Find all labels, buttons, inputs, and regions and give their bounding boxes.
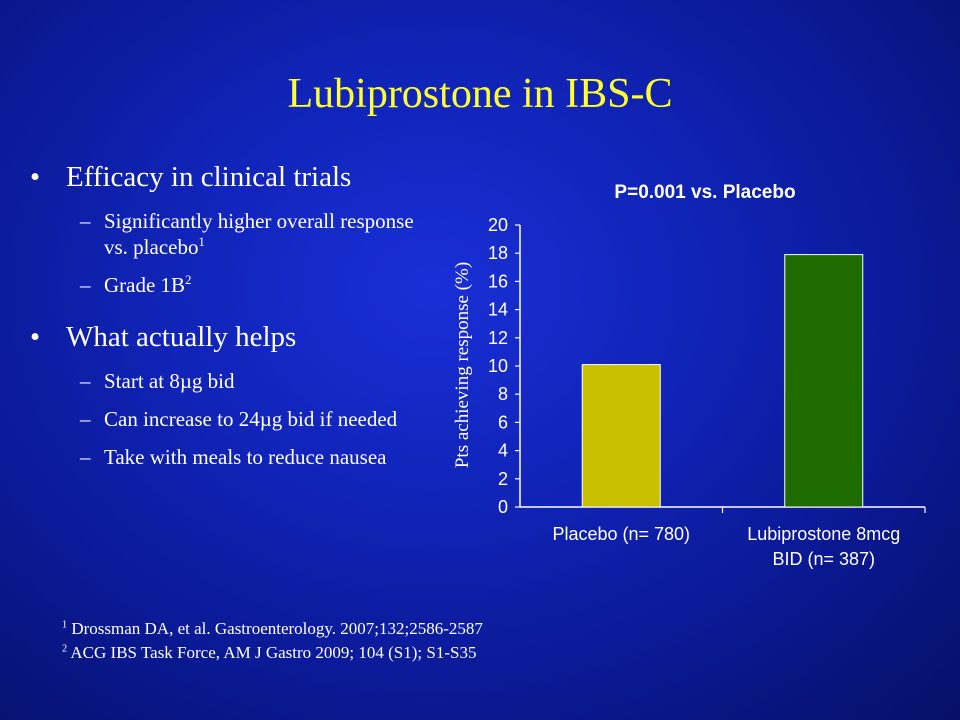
y-axis-label: Pts achieving response (%) — [452, 262, 473, 468]
chart-axes — [515, 224, 926, 513]
footnote-marker: 1 — [198, 235, 205, 249]
bullet-what-helps: • What actually helps — [30, 320, 430, 354]
reference-2: 2 ACG IBS Task Force, AM J Gastro 2009; … — [62, 643, 477, 662]
sub-bullet-meals: – Take with meals to reduce nausea — [30, 444, 430, 470]
bar-1 — [581, 364, 661, 508]
sub-bullet-start-dose: – Start at 8µg bid — [30, 368, 430, 394]
y-tick-label: 2 — [498, 469, 508, 489]
y-tick-label: 20 — [488, 215, 508, 235]
bullet-efficacy: • Efficacy in clinical trials — [30, 160, 430, 194]
y-tick-label: 4 — [498, 441, 508, 461]
bullet-dot-icon: • — [30, 321, 41, 353]
footnote-marker: 2 — [185, 273, 192, 287]
dash-icon: – — [80, 209, 91, 233]
bar-2 — [784, 254, 864, 508]
y-tick-labels: 0 2 4 6 8 10 12 14 16 18 20 — [488, 215, 508, 517]
chart-bars — [581, 254, 864, 508]
y-tick-label: 14 — [488, 300, 508, 320]
dash-icon: – — [80, 407, 91, 431]
bullet-list: • Efficacy in clinical trials – Signific… — [30, 160, 430, 482]
sub-bullet-text: Take with meals to reduce nausea — [104, 445, 387, 469]
bullet-dot-icon: • — [30, 161, 41, 193]
sub-bullet-text: Grade 1B — [104, 273, 186, 297]
x-tick-label: BID (n= 387) — [772, 549, 875, 569]
x-tick-labels: Placebo (n= 780) Lubiprostone 8mcg BID (n=… — [552, 524, 900, 569]
y-tick-label: 6 — [498, 412, 508, 432]
y-tick-label: 8 — [498, 384, 508, 404]
y-tick-label: 12 — [488, 328, 508, 348]
bullet-text: What actually helps — [66, 321, 297, 353]
slide-title: Lubiprostone in IBS-C — [287, 71, 673, 117]
reference-1: 1 Drossman DA, et al. Gastroenterology. … — [62, 619, 483, 638]
sub-bullet-increase: – Can increase to 24µg bid if needed — [30, 406, 430, 432]
y-tick-label: 10 — [488, 356, 508, 376]
dash-icon: – — [80, 273, 91, 297]
sub-bullet-response: – Significantly higher overall response … — [30, 208, 430, 260]
sub-bullet-grade: – Grade 1B2 — [30, 272, 430, 298]
bullet-text: Efficacy in clinical trials — [66, 161, 352, 193]
chart-title: P=0.001 vs. Placebo — [614, 182, 795, 203]
y-tick-label: 16 — [488, 271, 508, 291]
bar-chart: P=0.001 vs. Placebo Pts achieving respon… — [452, 182, 926, 569]
dash-icon: – — [80, 369, 91, 393]
x-tick-label: Lubiprostone 8mcg — [747, 524, 900, 544]
y-tick-label: 0 — [498, 497, 508, 517]
sub-bullet-text: Significantly higher overall response vs… — [104, 209, 414, 259]
sub-bullet-text: Start at 8µg bid — [104, 369, 235, 393]
sub-bullet-text: Can increase to 24µg bid if needed — [104, 407, 398, 431]
references: 1 Drossman DA, et al. Gastroenterology. … — [62, 617, 483, 665]
y-tick-label: 18 — [488, 243, 508, 263]
x-tick-label: Placebo (n= 780) — [552, 524, 690, 544]
dash-icon: – — [80, 445, 91, 469]
